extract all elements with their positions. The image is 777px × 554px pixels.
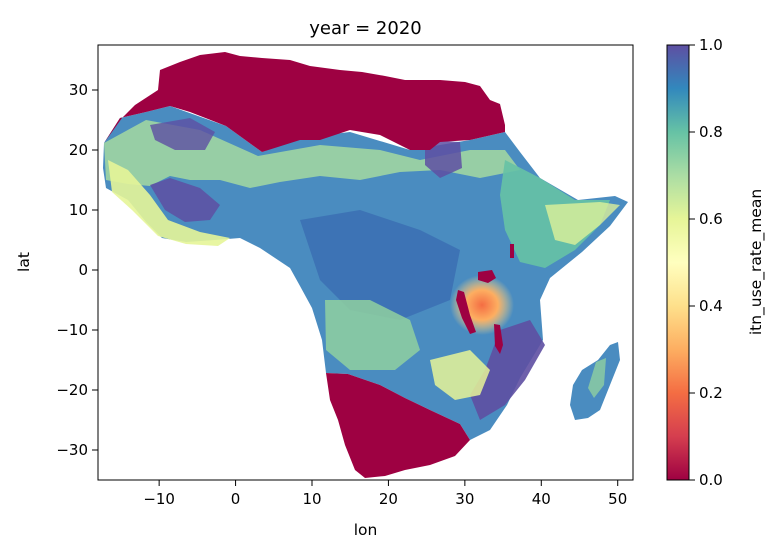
colorbar-tick-label: 0.4 [699,297,723,315]
purple-patch-west [150,178,220,222]
colorbar-tick-label: 0.2 [699,384,723,402]
horn-yellow [545,202,620,245]
west-coast-yellow [108,160,230,246]
lake-tanganyika [456,290,476,334]
lake-turkana [510,244,514,258]
y-tick-label: −30 [56,441,88,459]
x-tick-label: 0 [231,490,241,508]
southern-africa [326,373,470,478]
y-tick-label: 30 [69,81,88,99]
plot-frame [97,44,634,481]
y-axis-label: lat [15,252,33,272]
y-tick-label: −20 [56,381,88,399]
lake-malawi [494,324,503,354]
x-axis-ticks: −10 0 10 20 30 40 50 [143,480,627,508]
map-layer [103,52,628,478]
colorbar [666,44,690,481]
central-dark [300,210,460,320]
x-axis-label: lon [354,521,378,539]
mozambique-purple [470,320,545,420]
angola-green [325,300,420,370]
zambia-yellow [430,350,490,400]
colorbar-ticks: 1.0 0.8 0.6 0.4 0.2 0.0 [689,36,723,489]
purple-patch-north [150,118,215,150]
colorbar-label: itn_use_rate_mean [747,189,766,335]
lake-victoria [478,270,496,283]
x-tick-label: 30 [455,490,474,508]
y-tick-label: 20 [69,141,88,159]
y-tick-label: 10 [69,201,88,219]
colorbar-tick-label: 0.8 [699,123,723,141]
x-tick-label: 10 [302,490,321,508]
north-africa [104,52,505,152]
chart-title: year = 2020 [309,18,422,39]
colorbar-tick-label: 0.6 [699,210,723,228]
y-tick-label: 0 [78,261,88,279]
x-tick-label: 50 [608,490,627,508]
y-axis-ticks: 30 20 10 0 −10 −20 −30 [56,81,98,459]
colorbar-tick-label: 0.0 [699,471,723,489]
x-tick-label: −10 [143,490,175,508]
y-tick-label: −10 [56,321,88,339]
colorbar-tick-label: 1.0 [699,36,723,54]
x-tick-label: 40 [532,490,551,508]
purple-patch-chad [425,140,462,178]
madagascar-green [588,358,606,398]
x-tick-label: 20 [379,490,398,508]
